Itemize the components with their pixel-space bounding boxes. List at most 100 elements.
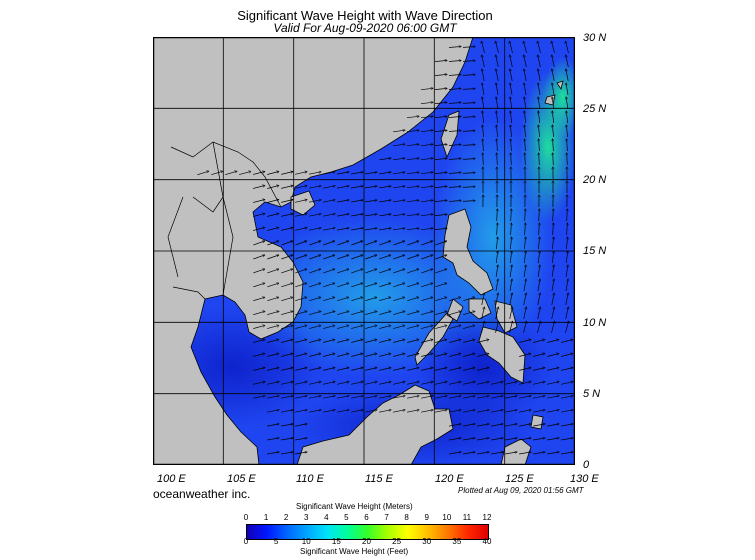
wave-arrow xyxy=(463,396,475,399)
wave-arrow xyxy=(533,368,545,371)
wave-arrow xyxy=(323,269,334,274)
wave-arrow xyxy=(519,368,531,371)
wave-arrow xyxy=(552,55,555,67)
wave-arrow xyxy=(323,214,335,217)
wave-arrow xyxy=(323,382,335,385)
wave-arrow xyxy=(538,55,541,67)
wave-arrow xyxy=(393,325,405,329)
wave-arrow xyxy=(448,103,461,104)
wave-arrow xyxy=(519,340,531,343)
wave-arrow xyxy=(449,396,461,399)
wave-arrow xyxy=(482,125,483,138)
wave-arrow xyxy=(337,241,348,246)
wave-arrow xyxy=(253,241,264,246)
wave-arrow xyxy=(253,297,264,302)
colorbar-meters-tick: 6 xyxy=(364,513,369,522)
wave-arrow xyxy=(491,424,503,427)
wave-arrow xyxy=(491,410,503,413)
wave-arrow xyxy=(561,382,573,385)
wave-arrow xyxy=(309,382,321,385)
wave-arrow xyxy=(449,368,461,371)
wave-arrow xyxy=(393,410,405,413)
wave-arrow xyxy=(566,55,569,67)
wave-arrow xyxy=(566,111,569,124)
wave-arrow xyxy=(393,200,405,203)
wave-arrow xyxy=(281,340,293,343)
wave-arrow xyxy=(267,241,278,246)
wave-arrow xyxy=(337,200,349,203)
wave-arrow xyxy=(379,283,390,288)
wave-arrow xyxy=(337,354,349,357)
graticule xyxy=(153,37,575,465)
wave-height-colorbar xyxy=(246,524,489,540)
wave-arrow xyxy=(267,438,279,441)
wave-arrow xyxy=(281,228,293,231)
wave-arrow xyxy=(337,410,349,413)
wave-arrow xyxy=(309,186,321,189)
wave-arrow xyxy=(435,297,446,302)
wave-arrow xyxy=(365,325,377,329)
wave-arrow xyxy=(407,241,418,246)
wave-arrow xyxy=(552,97,555,109)
wave-arrow xyxy=(524,55,527,67)
wave-arrow xyxy=(434,116,447,117)
wave-arrow xyxy=(337,214,349,217)
wave-arrow xyxy=(421,325,433,329)
wave-arrow xyxy=(253,200,265,203)
wave-arrow xyxy=(281,354,293,357)
wave-arrow xyxy=(496,41,499,53)
wave-arrow xyxy=(462,117,475,118)
wave-arrow xyxy=(434,172,447,173)
wave-arrow xyxy=(477,424,489,427)
wave-arrow xyxy=(407,255,418,260)
wave-arrow xyxy=(267,340,279,343)
wave-arrow xyxy=(510,41,513,53)
wave-arrow xyxy=(538,237,539,250)
wave-arrow xyxy=(511,209,512,222)
wave-arrow xyxy=(337,368,349,371)
wave-arrow xyxy=(462,47,475,48)
colorbar-feet-tick: 5 xyxy=(273,537,279,546)
wave-arrow xyxy=(434,158,447,159)
wave-arrow xyxy=(351,269,362,274)
wave-arrow xyxy=(462,187,475,188)
wave-arrow xyxy=(539,209,540,222)
wave-arrow xyxy=(551,265,554,277)
wave-arrow xyxy=(421,382,433,385)
wave-arrow xyxy=(509,279,512,291)
wave-arrow xyxy=(525,153,526,166)
wave-arrow xyxy=(365,311,377,316)
wave-arrow xyxy=(379,325,391,329)
wave-arrow xyxy=(524,111,527,124)
wave-arrow xyxy=(309,283,320,288)
wave-arrow xyxy=(566,125,567,138)
wave-arrow xyxy=(505,438,517,441)
wave-arrow xyxy=(525,209,526,222)
wave-arrow xyxy=(309,172,321,175)
wave-arrow xyxy=(565,321,569,333)
wave-arrow xyxy=(448,201,461,202)
wave-arrow xyxy=(510,83,513,95)
wave-arrow xyxy=(537,307,541,319)
plotted-timestamp: Plotted at Aug 09, 2020 01:56 GMT xyxy=(458,486,584,495)
wave-arrow xyxy=(281,410,293,413)
wave-arrow xyxy=(379,354,391,357)
hainan xyxy=(290,190,316,216)
wave-arrow xyxy=(351,200,363,203)
wave-arrow xyxy=(434,144,447,145)
wave-arrow xyxy=(553,153,554,166)
wave-arrow xyxy=(421,396,433,399)
wave-arrow xyxy=(393,311,405,316)
wave-arrow xyxy=(365,200,377,203)
wave-arrow xyxy=(420,158,433,161)
wave-arrow xyxy=(434,214,447,215)
wave-arrow xyxy=(309,410,321,413)
wave-arrow xyxy=(351,311,363,316)
wave-arrow xyxy=(561,340,573,343)
wave-arrow xyxy=(281,311,293,316)
wave-arrow xyxy=(496,237,497,250)
wave-arrow xyxy=(407,283,418,288)
wave-arrow xyxy=(393,228,405,231)
wave-arrow xyxy=(463,410,475,413)
wave-arrow xyxy=(323,368,335,371)
